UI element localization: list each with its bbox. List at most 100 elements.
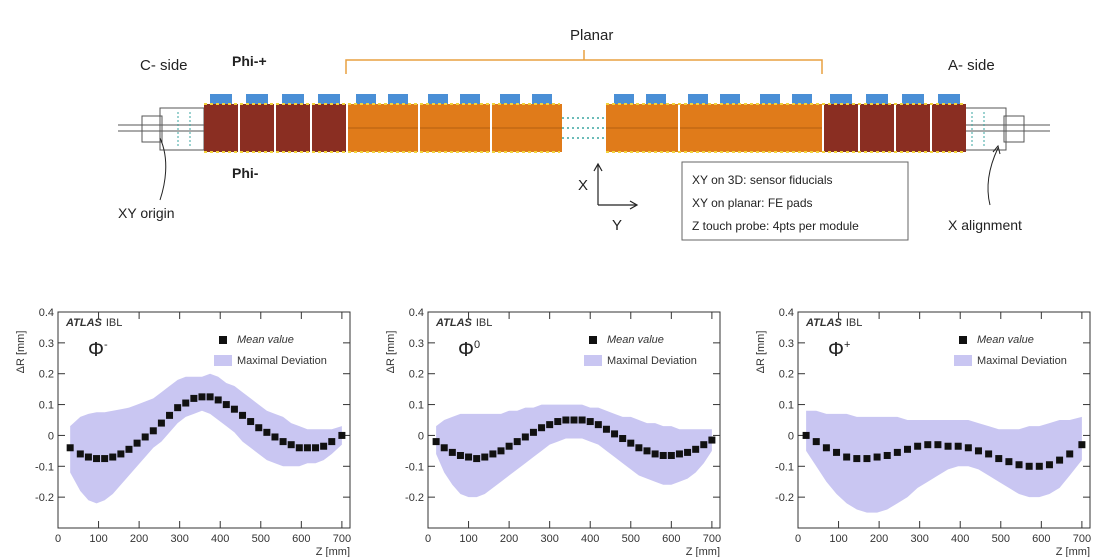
legend-band-swatch [214, 355, 232, 366]
mean-value-point [602, 425, 610, 433]
x-tick-label: 600 [662, 533, 680, 545]
mean-value-point [338, 431, 346, 439]
y-tick-label: -0.2 [35, 492, 54, 504]
plot-phi-minus: -0.2 -0.1 0 0.1 0.2 0.3 0.4 0 100 200 300 400 500 600… [15, 307, 351, 557]
y-tick-label: 0 [788, 430, 794, 442]
mean-value-point [554, 418, 562, 426]
mean-value-point [174, 404, 182, 412]
y-tick-label: 0.2 [39, 369, 54, 381]
module-3d [240, 104, 274, 152]
atlas-label-bold: ATLAS [435, 317, 473, 329]
mean-value-point [328, 438, 336, 446]
mean-value-point [312, 444, 320, 452]
plot-phi-plus: -0.2 -0.1 0 0.1 0.2 0.3 0.4 0 100 200 300 400 500 600… [755, 307, 1091, 557]
x-tick-label: 100 [459, 533, 477, 545]
a-side-label: A- side [948, 57, 995, 74]
mean-value-point [700, 441, 708, 449]
mean-value-point [93, 455, 101, 463]
mean-value-point [198, 393, 206, 401]
y-tick-label: -0.1 [35, 461, 54, 473]
maximal-deviation-band [70, 373, 342, 504]
maximal-deviation-band [806, 410, 1082, 513]
fe-pad [210, 94, 232, 104]
plot-phi-zero: -0.2 -0.1 0 0.1 0.2 0.3 0.4 0 100 200 300 400 500 600… [385, 307, 721, 557]
mean-value-point [812, 438, 820, 446]
mean-value-point [914, 442, 922, 450]
stave-diagram: C- side Phi-+ Planar A- side Phi- XY ori… [118, 27, 1050, 241]
mean-value-point [255, 424, 263, 432]
mean-value-point [995, 455, 1003, 463]
stave-end-left [118, 107, 206, 151]
measurement-legend-box: XY on 3D: sensor fiducials XY on planar:… [681, 161, 909, 241]
module-3d [896, 104, 930, 152]
legend-mean-marker [959, 336, 967, 344]
y-tick-label: 0.4 [409, 307, 424, 319]
mean-value-point [904, 445, 911, 453]
mean-value-point [833, 448, 841, 456]
legend-line-3: Z touch probe: 4pts per module [692, 219, 859, 233]
mean-value-point [529, 428, 537, 436]
mean-value-point [538, 424, 546, 432]
atlas-label-suffix: IBL [476, 317, 493, 329]
fe-pad [720, 94, 740, 104]
module-3d [204, 104, 238, 152]
mean-value-point [521, 433, 529, 441]
x-tick-label: 200 [870, 533, 888, 545]
y-tick-label: -0.1 [775, 461, 794, 473]
mean-value-point [1035, 462, 1043, 470]
mean-value-point [1078, 441, 1086, 449]
x-tick-label: 0 [55, 533, 61, 545]
y-tick-label: 0.1 [409, 400, 424, 412]
x-tick-label: 500 [252, 533, 270, 545]
mean-value-point [675, 450, 683, 458]
mean-value-point [190, 394, 198, 402]
atlas-label: ATLAS IBL [435, 317, 492, 329]
plot-frame [797, 311, 1091, 529]
x-tick-label: 400 [581, 533, 599, 545]
x-tick-label: 500 [992, 533, 1010, 545]
mean-value-point [239, 411, 247, 419]
y-axis-label: ΔR [mm] [755, 331, 767, 374]
mean-value-point [76, 450, 84, 458]
plot-frame [427, 311, 721, 529]
mean-value-point [643, 447, 651, 455]
panel-phi-sup: - [104, 339, 108, 351]
mean-value-point [473, 455, 481, 463]
atlas-label-suffix: IBL [846, 317, 863, 329]
planar-label: Planar [570, 27, 613, 44]
mean-value-point [1015, 461, 1023, 469]
mean-value-point [166, 411, 174, 419]
mean-value-point [954, 442, 962, 450]
stave-end-right [960, 107, 1050, 151]
mean-value-point [481, 453, 489, 461]
x-tick-label: 0 [425, 533, 431, 545]
mean-value-point [708, 436, 716, 444]
mean-value-point [684, 448, 692, 456]
mean-value-point [271, 433, 279, 441]
x-axis-label: Z [mm] [316, 546, 350, 557]
legend-band-swatch [584, 355, 602, 366]
x-alignment-label: X alignment [948, 217, 1022, 233]
mean-value-point [635, 444, 643, 452]
x-tick-label: 100 [829, 533, 847, 545]
y-tick-label: 0.1 [779, 400, 794, 412]
mean-value-point [287, 441, 295, 449]
y-axis-label: ΔR [mm] [385, 331, 397, 374]
x-tick-label: 600 [1032, 533, 1050, 545]
fe-pad [246, 94, 268, 104]
y-tick-label: 0.3 [409, 338, 424, 350]
xy-origin-label: XY origin [118, 205, 175, 221]
fe-pad [318, 94, 340, 104]
mean-value-point [1045, 461, 1053, 469]
legend-line-2: XY on planar: FE pads [692, 196, 813, 210]
mean-value-point [611, 430, 619, 438]
legend-mean-marker [589, 336, 597, 344]
x-tick-label: 700 [1073, 533, 1091, 545]
mean-value-point [214, 396, 222, 404]
mean-value-point [497, 447, 505, 455]
atlas-label: ATLAS IBL [805, 317, 862, 329]
module-3d [860, 104, 894, 152]
atlas-label-bold: ATLAS [805, 317, 843, 329]
fe-pad [938, 94, 960, 104]
panel-phi-symbol: Φ [88, 339, 104, 361]
